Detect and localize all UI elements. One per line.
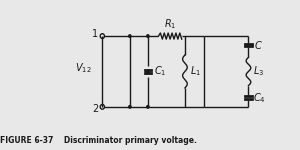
Text: 1: 1 [92,29,98,39]
Text: $C_1$: $C_1$ [154,64,167,78]
Text: FIGURE 6-37    Discriminator primary voltage.: FIGURE 6-37 Discriminator primary voltag… [0,136,196,145]
Text: $L_1$: $L_1$ [190,64,201,78]
Circle shape [129,35,131,37]
Text: $C$: $C$ [254,39,262,51]
Text: 2: 2 [92,104,98,114]
Circle shape [129,106,131,108]
Circle shape [147,35,149,37]
Text: $R_1$: $R_1$ [164,17,176,31]
Text: $L_3$: $L_3$ [253,64,264,78]
Text: $C_4$: $C_4$ [253,91,266,105]
Circle shape [147,106,149,108]
Text: $V_{12}$: $V_{12}$ [75,61,92,75]
